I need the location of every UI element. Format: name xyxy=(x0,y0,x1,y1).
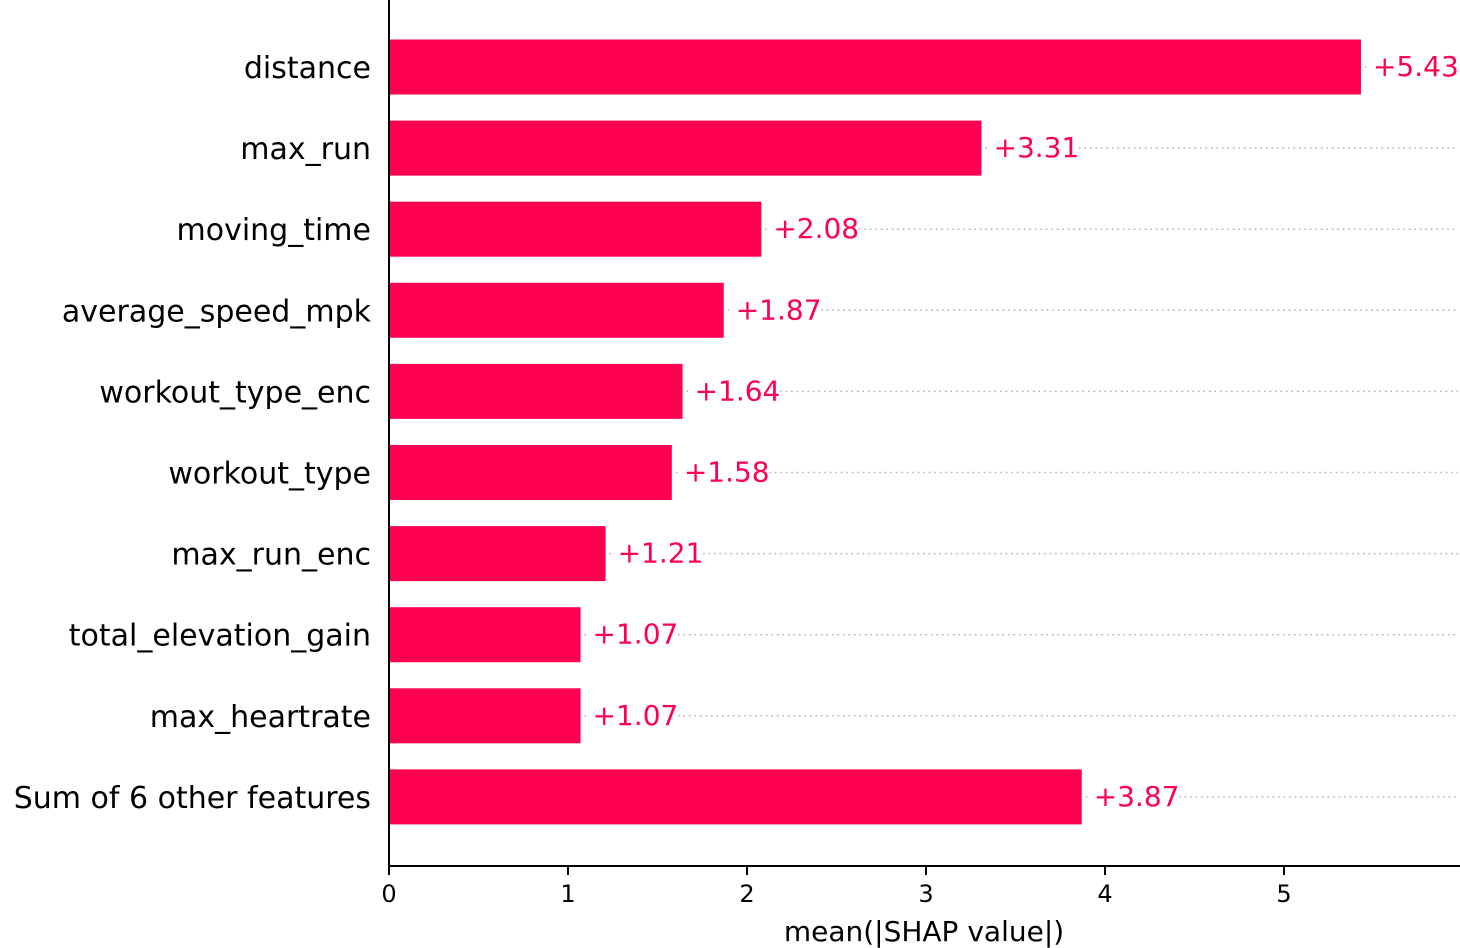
x-ticks: 0 1 2 3 4 5 xyxy=(381,866,1292,908)
bar-workout-type xyxy=(389,445,672,500)
value-label-bg xyxy=(688,373,780,404)
value-label-bg xyxy=(611,535,703,566)
feature-label: distance xyxy=(244,51,371,86)
value-label: +1.64 xyxy=(695,374,781,407)
bar-distance xyxy=(389,39,1361,95)
bar-total-elevation-gain xyxy=(389,607,581,663)
x-tick-label: 1 xyxy=(560,880,575,908)
feature-label: workout_type xyxy=(168,457,371,492)
value-labels: +5.43 +3.31 +2.08 +1.87 +1.64 +1.58 +1.21 +1.07… xyxy=(586,49,1459,813)
x-tick-label: 4 xyxy=(1097,880,1112,908)
bar-max-run xyxy=(389,120,982,176)
bar-max-run-enc xyxy=(389,526,606,582)
value-label-bg xyxy=(586,616,678,647)
x-tick-label: 0 xyxy=(381,880,396,908)
value-label: +3.31 xyxy=(993,131,1079,164)
value-label: +3.87 xyxy=(1094,780,1180,813)
value-label: +1.07 xyxy=(593,618,679,651)
feature-label: Sum of 6 other features xyxy=(14,781,371,816)
value-label-bg xyxy=(729,292,821,323)
value-label: +1.58 xyxy=(684,456,770,489)
x-axis-title: mean(|SHAP value|) xyxy=(784,915,1064,948)
value-label: +5.43 xyxy=(1373,50,1459,83)
value-label-bg xyxy=(586,697,678,728)
value-label-bg xyxy=(1366,49,1458,79)
feature-label: max_run xyxy=(240,132,371,167)
value-label: +2.08 xyxy=(773,212,859,245)
bars xyxy=(389,39,1361,825)
x-tick-label: 5 xyxy=(1276,880,1291,908)
feature-label: moving_time xyxy=(176,213,371,248)
feature-label: average_speed_mpk xyxy=(62,294,372,329)
x-tick-label: 3 xyxy=(918,880,933,908)
feature-label: max_run_enc xyxy=(171,538,371,573)
bar-moving-time xyxy=(389,201,762,257)
value-label: +1.21 xyxy=(618,537,704,570)
feature-label: total_elevation_gain xyxy=(69,619,371,654)
x-tick-label: 2 xyxy=(739,880,754,908)
value-label-bg xyxy=(767,211,859,242)
bar-average-speed-mpk xyxy=(389,282,724,338)
feature-labels: distance max_run moving_time average_speed_… xyxy=(14,51,372,816)
value-label-bg xyxy=(987,130,1079,161)
bar-workout-type-enc xyxy=(389,363,683,419)
value-label: +1.87 xyxy=(736,293,822,326)
feature-label: max_heartrate xyxy=(150,700,371,735)
guide-lines xyxy=(584,66,1458,798)
bar-sum-of-6-other-features xyxy=(389,769,1082,825)
value-label-bg xyxy=(1087,778,1179,809)
bar-max-heartrate xyxy=(389,688,581,744)
value-label-bg xyxy=(677,454,769,485)
feature-label: workout_type_enc xyxy=(99,375,371,410)
value-label: +1.07 xyxy=(593,699,679,732)
